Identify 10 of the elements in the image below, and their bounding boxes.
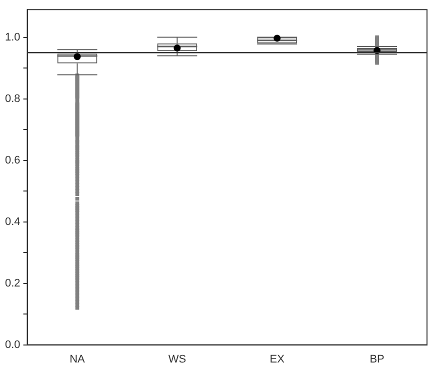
y-tick-label: 0.6 bbox=[4, 154, 20, 166]
y-tick-label: 0.8 bbox=[4, 92, 20, 105]
y-tick-label: 0.0 bbox=[4, 338, 20, 351]
y-tick-label: 0.2 bbox=[4, 277, 20, 290]
x-tick-label: EX bbox=[270, 353, 286, 366]
x-tick-label: WS bbox=[168, 353, 186, 366]
x-tick-label: BP bbox=[370, 353, 384, 366]
x-tick-label: NA bbox=[70, 353, 86, 366]
y-tick-label: 0.4 bbox=[4, 216, 20, 228]
y-tick-label: 1.0 bbox=[4, 31, 20, 44]
